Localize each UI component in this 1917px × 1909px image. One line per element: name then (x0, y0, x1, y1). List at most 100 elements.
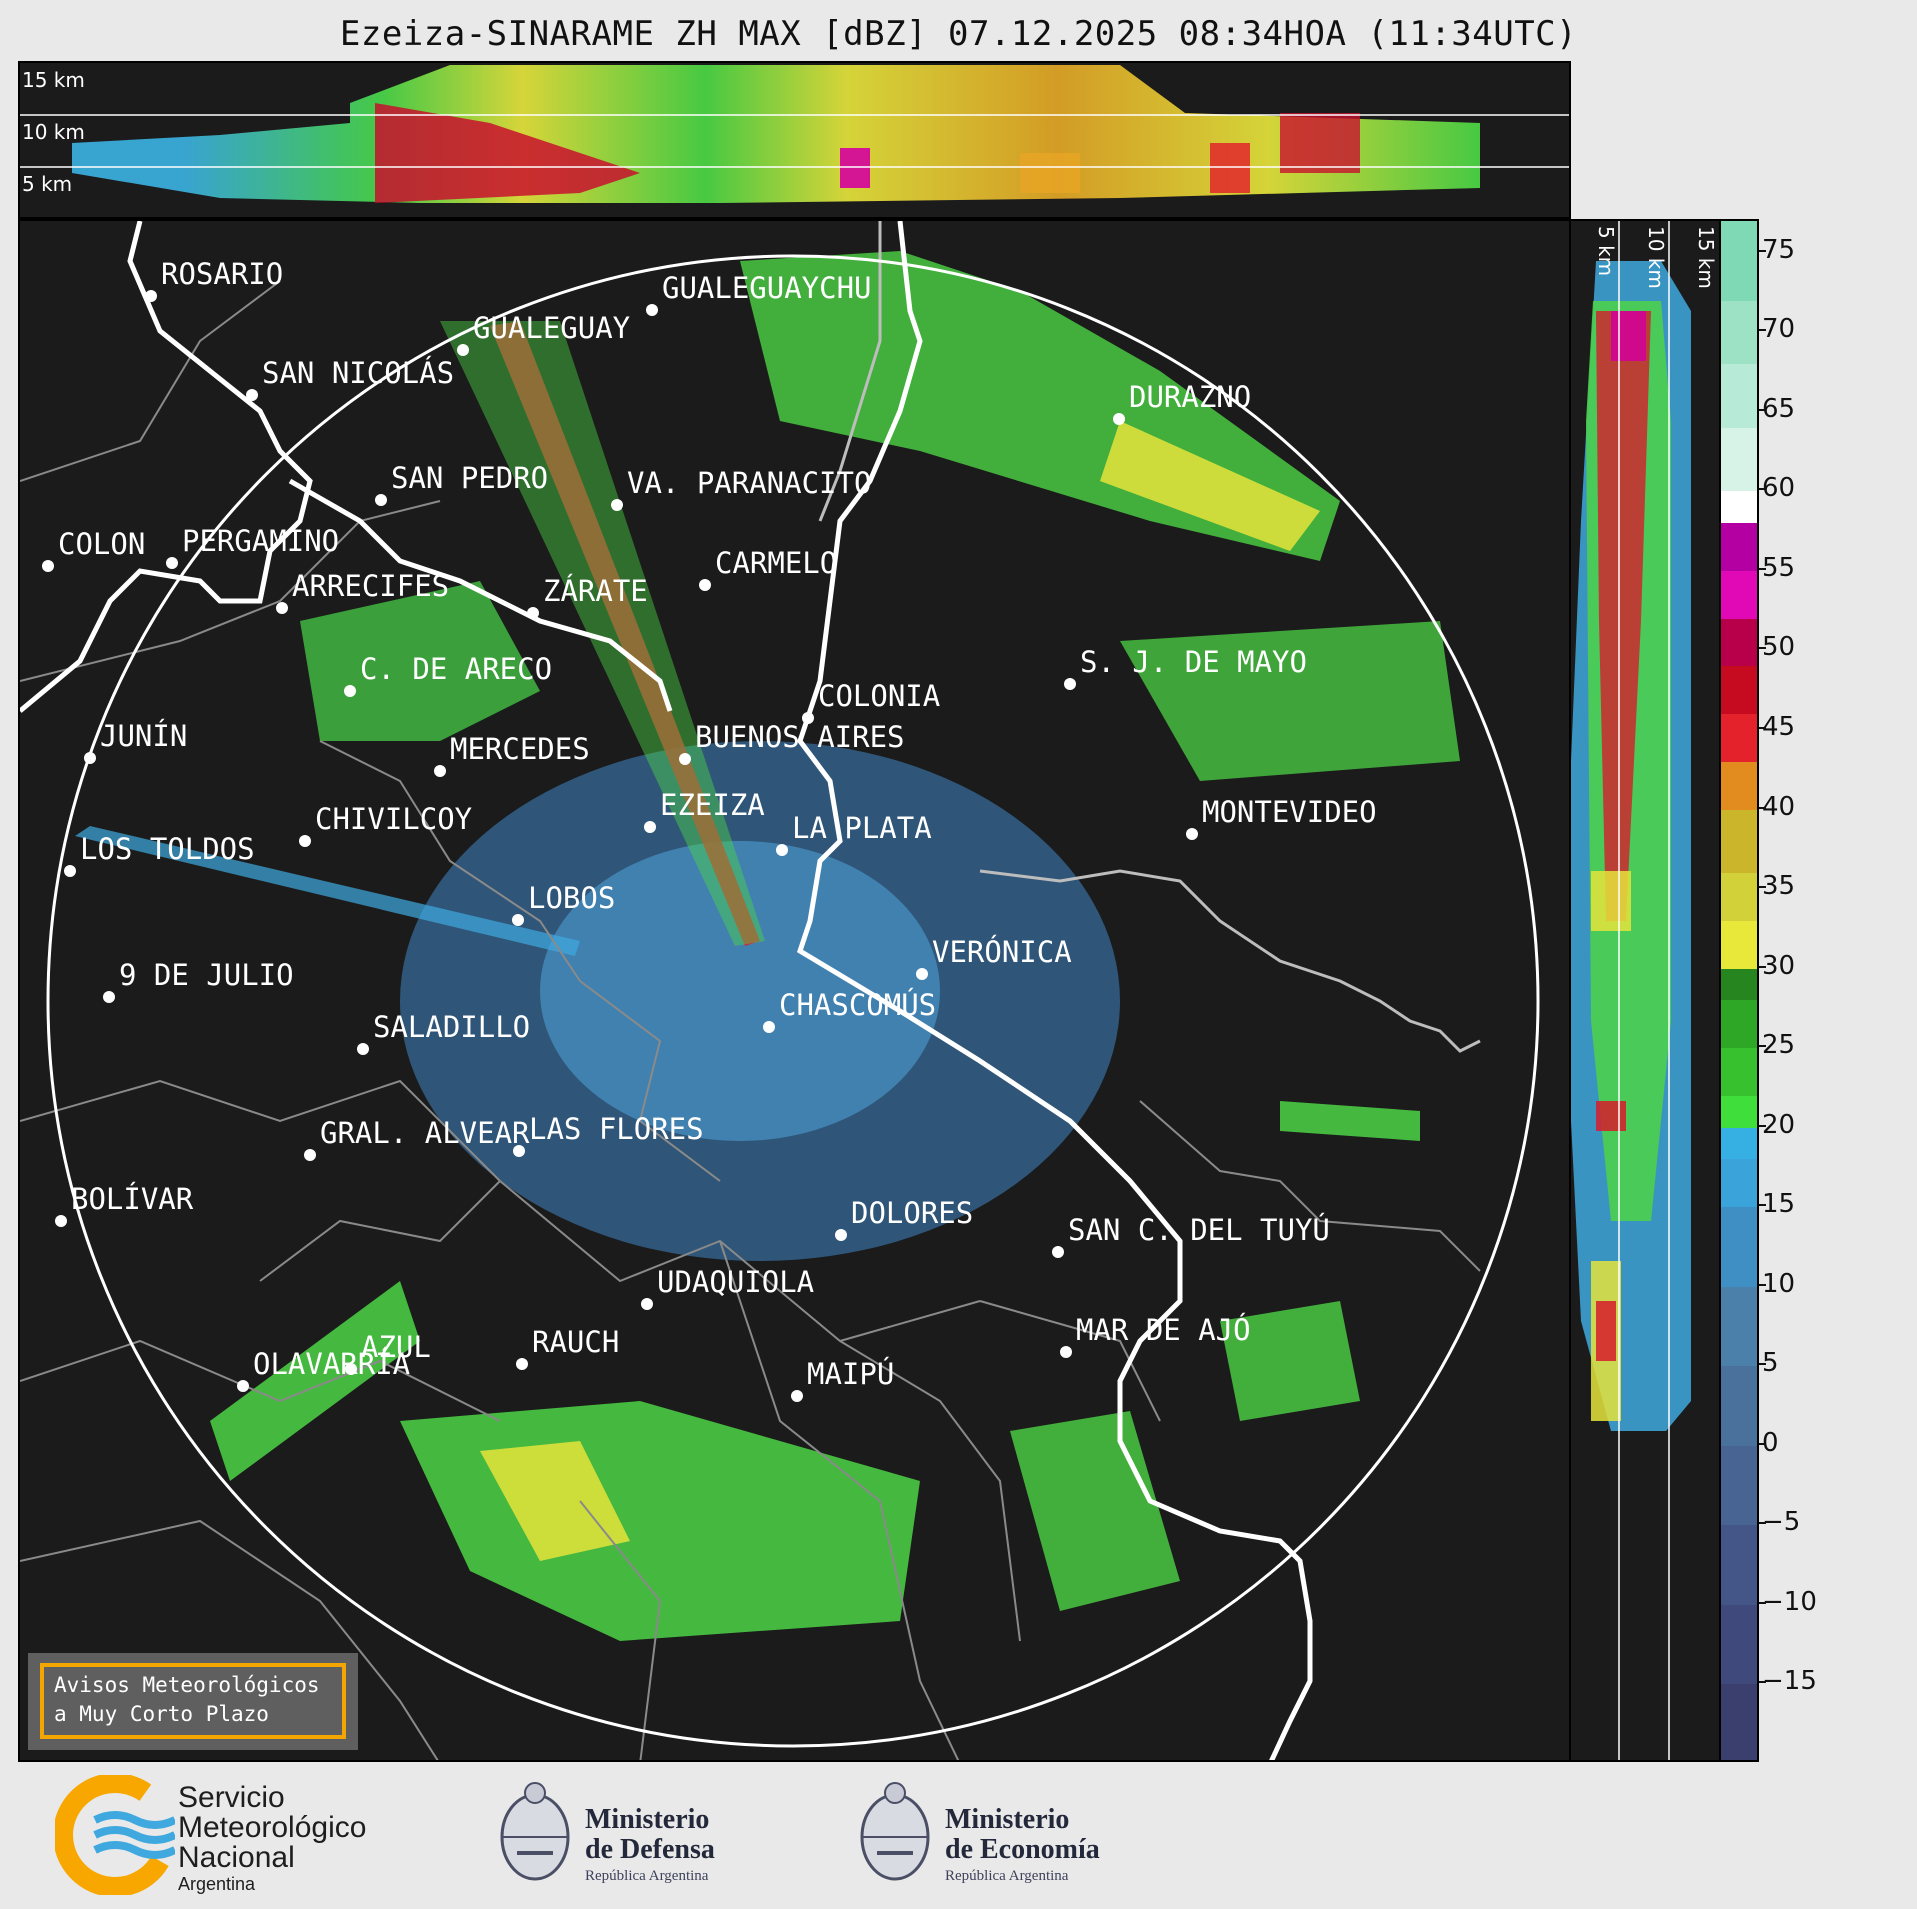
echo-spike-w (75, 826, 580, 956)
top-alt-label-15: 15 km (22, 68, 85, 92)
smn-logo-ring (55, 1775, 175, 1895)
defensa-text: Ministerio de Defensa República Argentin… (585, 1805, 715, 1887)
top-echo-band (72, 65, 1480, 203)
colorbar-segment (1721, 1445, 1757, 1526)
colorbar-tick (1759, 488, 1766, 491)
city-marker-san-c-del-tuy (1052, 1246, 1064, 1258)
side-echo-red-3 (1596, 1101, 1626, 1131)
city-label-lobos: LOBOS (528, 881, 615, 915)
city-marker-maip (791, 1390, 803, 1402)
economia-line2: de Economía (945, 1834, 1100, 1865)
city-marker-dolores (835, 1229, 847, 1241)
colorbar-segment (1721, 1207, 1757, 1287)
admin-boundaries (20, 280, 1481, 1760)
side-echo-red-2 (1596, 1301, 1616, 1361)
colorbar-segment (1721, 1525, 1757, 1605)
colorbar-segment (1721, 809, 1757, 874)
city-marker-mar-de-aj (1060, 1346, 1072, 1358)
city-label-dolores: DOLORES (851, 1196, 973, 1230)
top-echo-core-5 (1020, 153, 1080, 193)
colorbar-tick (1759, 329, 1766, 332)
city-marker-9-de-julio (103, 991, 115, 1003)
city-label-buenos-aires: BUENOS AIRES (695, 720, 905, 754)
colorbar-segment (1721, 570, 1757, 619)
city-label-udaquiola: UDAQUIOLA (657, 1265, 814, 1299)
colorbar-tick-label: −10 (1762, 1586, 1817, 1617)
city-marker-s-j-de-mayo (1064, 678, 1076, 690)
colorbar-tick-label: 20 (1762, 1109, 1796, 1140)
city-label-colon: COLON (58, 527, 145, 561)
alert-box-frame[interactable]: Avisos Meteorológicos a Muy Corto Plazo (40, 1663, 346, 1739)
city-marker-jun-n (84, 752, 96, 764)
defensa-line1: Ministerio (585, 1804, 710, 1835)
alert-box[interactable]: Avisos Meteorológicos a Muy Corto Plazo (28, 1653, 358, 1750)
city-label-arrecifes: ARRECIFES (292, 569, 449, 603)
colorbar-segment (1721, 1127, 1757, 1160)
colorbar-segment (1721, 761, 1757, 810)
colorbar-segment (1721, 1048, 1757, 1096)
colorbar-tick (1759, 727, 1766, 730)
city-marker-z-rate (527, 607, 539, 619)
colorbar-segment (1721, 491, 1757, 524)
colorbar-segment (1721, 1159, 1757, 1208)
economia-shield-icon (860, 1782, 930, 1881)
side-alt-label-15: 15 km (1694, 226, 1718, 289)
side-echo-yellow-2 (1591, 871, 1631, 931)
city-label-9-de-julio: 9 DE JULIO (119, 958, 294, 992)
top-echo-core-3 (840, 148, 870, 188)
colorbar-tick (1759, 1045, 1766, 1048)
city-label-azul: AZUL (361, 1330, 431, 1364)
colorbar-segment (1721, 1366, 1757, 1446)
smn-line1: Servicio (178, 1781, 285, 1814)
city-marker-rosario (145, 290, 157, 302)
city-marker-bol-var (55, 1215, 67, 1227)
city-layer: ROSARIO GUALEGUAYCHU GUALEGUAY SAN NICOLÁS D… (42, 257, 1377, 1402)
colorbar-segment (1721, 523, 1757, 571)
city-marker-carmelo (699, 579, 711, 591)
top-alt-label-10: 10 km (22, 120, 85, 144)
city-marker-la-plata (776, 844, 788, 856)
city-label-gualeguay: GUALEGUAY (473, 311, 630, 345)
smn-line4: Argentina (178, 1874, 256, 1894)
colorbar-tick (1759, 647, 1766, 650)
colorbar-segment (1721, 618, 1757, 667)
city-marker-chascom-s (763, 1021, 775, 1033)
city-marker-olavarr-a (237, 1380, 249, 1392)
city-label-san-c-del-tuy: SAN C. DEL TUYÚ (1068, 1213, 1330, 1247)
city-marker-durazno (1113, 413, 1125, 425)
economia-line3: República Argentina (945, 1868, 1069, 1884)
defensa-shield-sun (524, 1782, 546, 1804)
city-label-san-pedro: SAN PEDRO (391, 461, 548, 495)
echo-sea-cell-2 (1280, 1101, 1420, 1141)
colorbar-tick-label: 55 (1762, 552, 1796, 583)
smn-line2: Meteorológico (178, 1811, 367, 1844)
colorbar-tick-label: 50 (1762, 632, 1796, 663)
colorbar-tick-label: 5 (1762, 1348, 1779, 1379)
echo-gualeguaychu-core (1100, 421, 1320, 551)
city-marker-montevideo (1186, 828, 1198, 840)
defensa-shield-icon (500, 1782, 570, 1881)
colorbar-segment (1721, 920, 1757, 969)
city-label-la-plata: LA PLATA (792, 811, 932, 845)
colorbar-tick (1759, 965, 1766, 968)
colorbar-segment (1721, 1000, 1757, 1049)
colorbar-segment (1721, 427, 1757, 492)
colorbar-tick (1759, 806, 1766, 809)
smn-logo-wave-1 (93, 1811, 175, 1829)
echo-layer (75, 251, 1460, 1641)
city-marker-udaquiola (641, 1298, 653, 1310)
echo-saladillo-band (210, 1281, 420, 1481)
city-marker-buenos-aires (679, 753, 691, 765)
colorbar-tick (1759, 1124, 1766, 1127)
city-label-c-de-areco: C. DE ARECO (360, 652, 552, 686)
city-label-z-rate: ZÁRATE (543, 574, 648, 608)
colorbar-segment (1721, 968, 1757, 1001)
colorbar-tick-label: 65 (1762, 393, 1796, 424)
city-label-rauch: RAUCH (532, 1325, 619, 1359)
colorbar-tick-label: 10 (1762, 1268, 1796, 1299)
colorbar-tick (1759, 1363, 1766, 1366)
colorbar-segment (1721, 714, 1757, 762)
city-marker-saladillo (357, 1043, 369, 1055)
city-label-mercedes: MERCEDES (450, 732, 590, 766)
smn-logo-text: Servicio Meteorológico Nacional Argentin… (178, 1783, 366, 1895)
